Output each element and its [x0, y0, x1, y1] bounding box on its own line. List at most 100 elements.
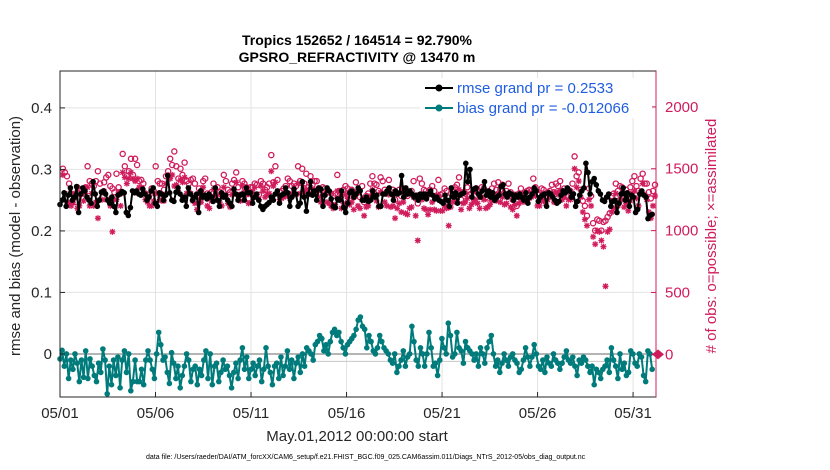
bias-point [602, 363, 608, 370]
possible-obs-point [265, 180, 273, 187]
assimilated-obs-point [606, 226, 613, 233]
rmse-point [162, 192, 169, 198]
bias-point [213, 360, 220, 367]
assimilated-obs-stroke [245, 200, 252, 207]
assimilated-obs-point [356, 205, 363, 212]
assimilated-obs-stroke [342, 192, 349, 198]
assimilated-obs-stroke [268, 168, 274, 174]
bias-point [125, 351, 132, 357]
right-axis-ticks: 0 500 1000 1500 2000 [651, 71, 698, 397]
legend: rmse grand pr = 0.2533 bias grand pr = -… [420, 78, 652, 118]
rmse-point [313, 197, 320, 203]
assimilated-obs-stroke [95, 215, 101, 221]
bias-point [185, 357, 192, 363]
assimilated-obs-stroke [334, 188, 340, 194]
bias-point [563, 348, 570, 354]
rmse-point [187, 191, 194, 197]
assimilated-obs-stroke [625, 208, 631, 214]
possible-obs-point [455, 174, 463, 181]
rmse-point [340, 204, 347, 211]
right-tick-label: 1500 [665, 161, 698, 178]
bias-point [248, 366, 254, 373]
rmse-point [369, 188, 376, 194]
bias-point [447, 332, 454, 339]
assimilated-obs-stroke [119, 169, 126, 176]
assimilated-obs-stroke [563, 203, 570, 209]
rmse-point [374, 192, 380, 198]
possible-obs-point [517, 185, 525, 192]
bias-point [250, 360, 256, 367]
legend-background [420, 78, 652, 118]
assimilated-obs-stroke [204, 203, 211, 209]
assimilated-obs-point [68, 202, 75, 209]
assimilated-obs-stroke [303, 187, 310, 193]
rmse-point [218, 190, 225, 196]
rmse-point [342, 209, 349, 216]
rmse-point [293, 191, 299, 197]
left-tick-label: 0.4 [31, 100, 52, 117]
bias-point [505, 363, 512, 370]
rmse-point [591, 175, 597, 182]
rmse-point [649, 211, 655, 218]
rmse-point [282, 185, 289, 191]
possible-obs-point [177, 165, 184, 172]
bias-point [501, 351, 507, 357]
rmse-point [318, 186, 324, 192]
rmse-point [214, 197, 221, 203]
bias-point [59, 347, 65, 354]
assimilated-obs-point [612, 190, 619, 197]
bias-point [70, 366, 76, 373]
bias-point [282, 363, 289, 370]
bias-point [597, 375, 604, 382]
assimilated-obs-stroke [446, 222, 452, 229]
bias-point [278, 354, 284, 360]
assimilated-obs-point [260, 188, 267, 195]
assimilated-obs-stroke [365, 203, 371, 209]
chart-title-line1: Tropics 152652 / 164514 = 92.790% [242, 32, 473, 48]
assimilated-obs-stroke [233, 179, 239, 186]
bias-point [102, 357, 108, 363]
possible-obs-point [113, 170, 120, 177]
bias-point [336, 329, 342, 336]
rmse-point [338, 188, 345, 194]
assimilated-obs-point [119, 169, 126, 176]
assimilated-obs-stroke [272, 179, 279, 186]
bias-point [237, 357, 243, 363]
bias-point [76, 378, 83, 385]
bias-point [458, 348, 465, 354]
assimilated-obs-stroke [476, 205, 483, 212]
rmse-point [626, 203, 633, 210]
bias-point [608, 345, 615, 351]
assimilated-obs-stroke [596, 229, 603, 235]
rmse-point [452, 190, 459, 196]
bias-point [445, 320, 452, 327]
assimilated-obs-stroke [507, 204, 514, 210]
rmse-point [529, 191, 535, 197]
assimilated-obs-stroke [464, 195, 470, 202]
bias-point [567, 360, 574, 367]
chart-title-line2: GPSRO_REFRACTIVITY @ 13470 m [239, 49, 476, 65]
left-tick-label: 0 [44, 346, 52, 363]
assimilated-obs-point [251, 184, 258, 191]
bias-point [95, 360, 102, 367]
possible-obs-point [298, 165, 306, 172]
bias-point [93, 378, 100, 385]
rmse-point [109, 194, 115, 200]
possible-obs-point [530, 175, 537, 182]
assimilated-obs-stroke [260, 188, 266, 194]
rmse-point [630, 194, 637, 200]
bias-point [434, 372, 441, 379]
assimilated-obs-point [408, 204, 415, 211]
rmse-point [193, 191, 200, 197]
bias-point [297, 369, 304, 376]
assimilated-obs-stroke [639, 180, 646, 187]
assimilated-obs-stroke [130, 175, 136, 182]
bias-point [540, 357, 546, 363]
possible-obs-point [268, 151, 275, 159]
rmse-point [274, 188, 281, 194]
possible-obs-point [166, 155, 174, 163]
x-tick-label: 05/11 [233, 405, 269, 422]
possible-obs-point [220, 171, 228, 179]
assimilated-obs-point [652, 192, 659, 199]
bias-point [113, 372, 119, 379]
